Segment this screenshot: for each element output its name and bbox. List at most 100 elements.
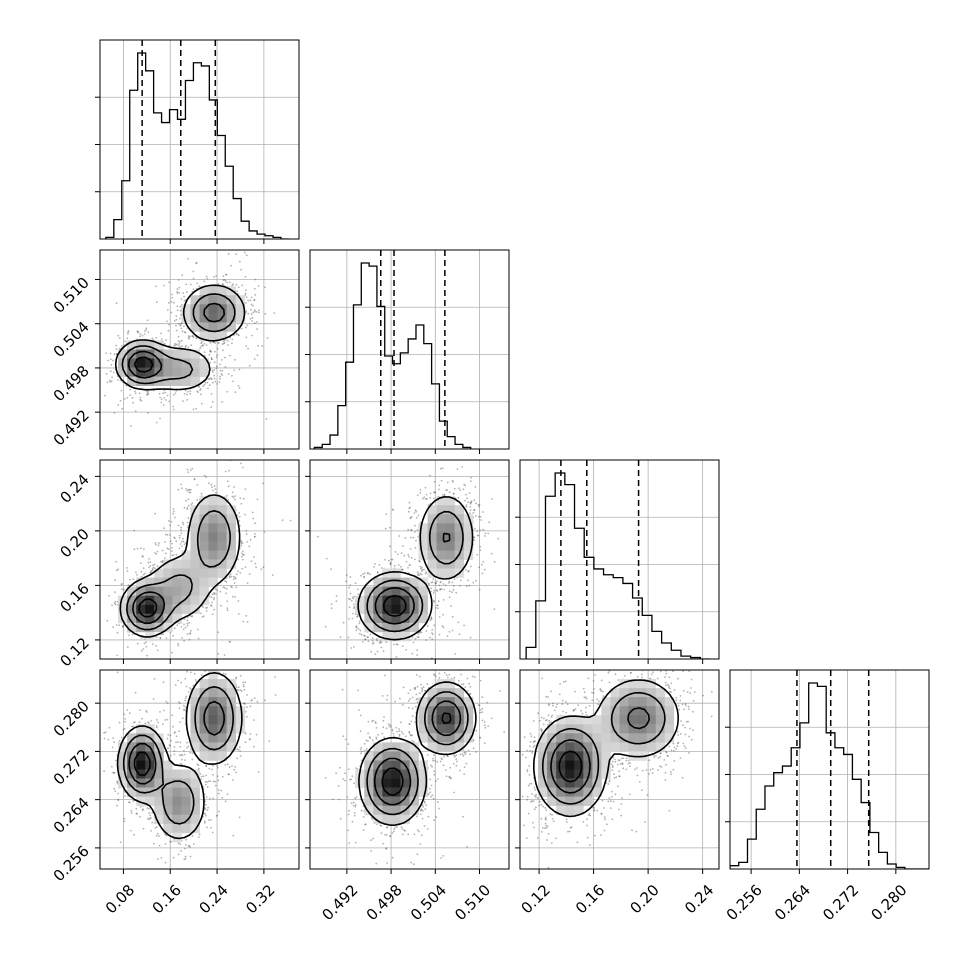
density-cell [235, 715, 246, 725]
scatter-point [376, 571, 379, 573]
scatter-point [116, 781, 118, 783]
density-cell [454, 541, 465, 551]
scatter-point [410, 734, 412, 737]
scatter-point [677, 677, 679, 680]
density-cell [400, 778, 410, 788]
scatter-point [692, 699, 695, 702]
density-cell [463, 706, 474, 716]
density-cell [445, 706, 456, 716]
scatter-point [458, 487, 460, 490]
scatter-point [246, 541, 249, 543]
scatter-point [476, 534, 479, 537]
scatter-point [173, 753, 176, 756]
density-cell [181, 787, 191, 797]
density-cell [208, 568, 218, 578]
scatter-point [436, 761, 439, 763]
density-cell [574, 787, 584, 797]
scatter-point [608, 779, 611, 782]
scatter-point [124, 720, 126, 723]
scatter-point [111, 765, 113, 768]
density-cell [427, 742, 437, 752]
density-cell [646, 679, 656, 689]
scatter-point [190, 630, 192, 632]
scatter-point [181, 717, 184, 720]
scatter-point [180, 322, 183, 325]
scatter-point [396, 730, 398, 733]
scatter-point [537, 712, 539, 715]
scatter-point [165, 637, 168, 639]
scatter-point [418, 560, 421, 563]
density-cell [436, 550, 446, 560]
density-cell [127, 358, 137, 368]
density-cell [172, 805, 182, 816]
scatter-point [476, 530, 479, 532]
scatter-point [611, 790, 613, 793]
density-cell [364, 604, 374, 615]
scatter-point [390, 558, 393, 561]
scatter-point [429, 764, 432, 767]
scatter-point [231, 284, 234, 287]
scatter-point [442, 626, 445, 629]
density-cell [382, 805, 392, 816]
scatter-point [475, 579, 477, 582]
scatter-point [126, 646, 129, 648]
scatter-point [240, 541, 243, 543]
contour-line [126, 510, 231, 631]
scatter-point [631, 829, 633, 831]
scatter-point [734, 744, 736, 746]
scatter-point [526, 796, 529, 798]
scatter-point [221, 374, 224, 376]
density-cell [655, 724, 666, 734]
x-tick-label: 0.256 [723, 881, 766, 924]
scatter-point [201, 344, 204, 347]
scatter-point [122, 624, 125, 627]
scatter-point [410, 516, 413, 518]
scatter-point [481, 707, 484, 710]
scatter-point [117, 334, 120, 337]
scatter-point [369, 633, 372, 636]
scatter-point [392, 735, 395, 737]
scatter-point [212, 774, 214, 776]
scatter-point [115, 624, 118, 626]
scatter-point [429, 788, 431, 790]
density-cell [373, 595, 383, 606]
scatter-point [455, 591, 458, 594]
density-cell [436, 715, 446, 725]
scatter-point [153, 563, 156, 566]
scatter-point [149, 817, 152, 820]
scatter-point [199, 651, 201, 653]
scatter-point [147, 392, 150, 395]
scatter-point [237, 613, 240, 615]
scatter-point [134, 392, 137, 395]
scatter-point [150, 830, 153, 832]
scatter-point [420, 567, 422, 570]
density-cell [619, 688, 629, 698]
scatter-point [363, 634, 366, 637]
scatter-point [229, 573, 232, 576]
scatter-point [186, 521, 189, 524]
scatter-point [184, 699, 186, 702]
scatter-point [210, 378, 213, 380]
scatter-point [231, 491, 234, 494]
scatter-point [421, 570, 423, 572]
scatter-point [212, 489, 215, 492]
scatter-point [223, 342, 226, 344]
scatter-point [338, 766, 341, 769]
density-cell [208, 541, 218, 551]
scatter-point [117, 798, 120, 801]
density-cell [427, 724, 437, 734]
scatter-point [445, 489, 447, 492]
scatter-point [448, 491, 451, 494]
scatter-point [374, 721, 377, 723]
scatter-point [179, 843, 182, 846]
scatter-point [352, 804, 355, 807]
contour-line [382, 594, 407, 617]
scatter-point [146, 319, 149, 322]
scatter-point [393, 830, 395, 833]
scatter-point [436, 580, 438, 583]
scatter-point [353, 646, 355, 648]
density-cell [118, 604, 128, 615]
density-cell [154, 814, 164, 825]
scatter-point [464, 484, 467, 487]
scatter-point [367, 720, 370, 723]
